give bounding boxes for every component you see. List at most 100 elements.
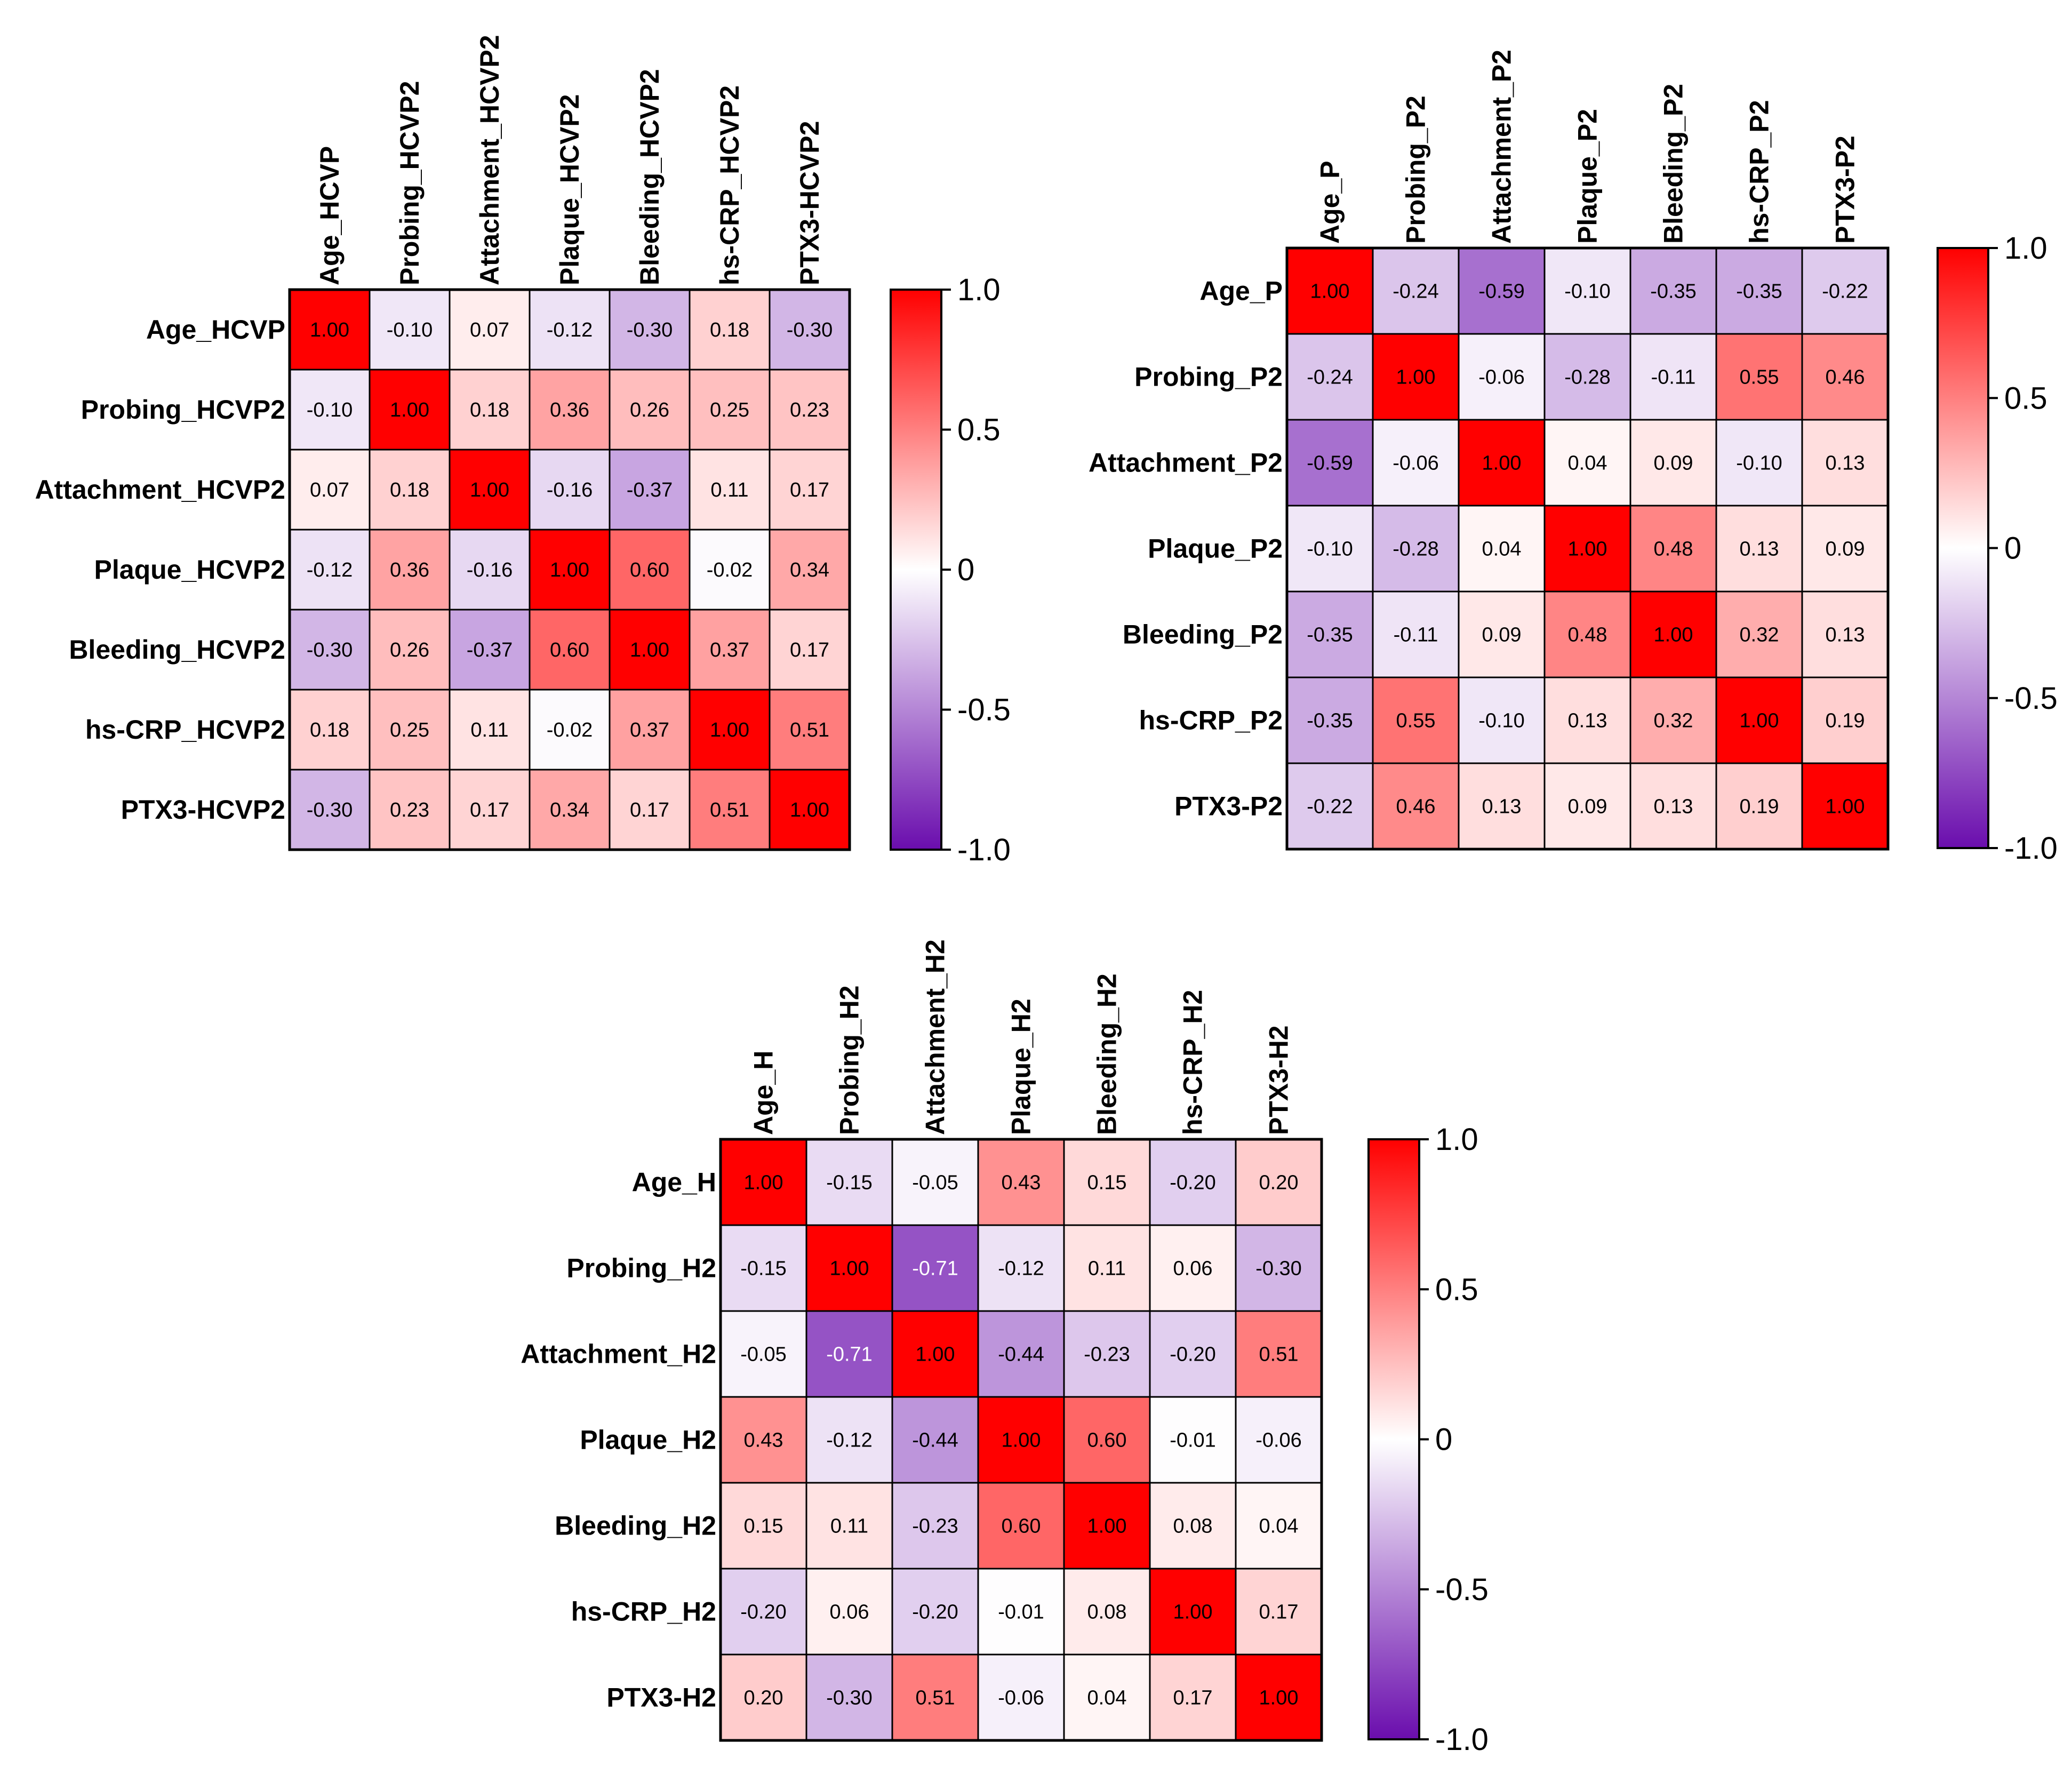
- heatmap-cell: [891, 1396, 979, 1484]
- cell-value-label: 0.36: [390, 559, 429, 581]
- colorbar-tick-label: 0.5: [957, 413, 1001, 448]
- row-label: hs-CRP_H2: [571, 1597, 716, 1627]
- heatmap-cell: [1149, 1396, 1237, 1484]
- cell-value-label: 0.19: [1826, 710, 1865, 732]
- cell-value-label: 0.20: [744, 1687, 783, 1709]
- cell-value-label: 0.23: [390, 799, 429, 821]
- cell-value-label: -0.59: [1307, 452, 1353, 475]
- heatmap-cell: [719, 1568, 807, 1656]
- colorbar-tick-label: 0.5: [2004, 381, 2047, 415]
- cell-value-label: -0.06: [1478, 366, 1525, 389]
- colorbar-gradient: [890, 289, 942, 851]
- heatmap-cell: [1543, 505, 1631, 593]
- cell-value-label: -0.01: [1170, 1429, 1216, 1452]
- column-label: Plaque_HCVP2: [555, 94, 585, 285]
- cell-value-label: 0.13: [1826, 452, 1865, 475]
- cell-value-label: 0.46: [1396, 796, 1436, 818]
- cell-value-label: -0.16: [547, 479, 593, 501]
- heatmap-cell: [1235, 1138, 1323, 1226]
- cell-value-label: 1.00: [1568, 538, 1607, 561]
- cell-value-label: 0.19: [1740, 796, 1779, 818]
- cell-value-label: 0.17: [1259, 1601, 1299, 1624]
- cell-value-label: 0.09: [1654, 452, 1693, 475]
- column-label: Age_P: [1315, 161, 1345, 244]
- cell-value-label: 0.36: [550, 399, 589, 421]
- cell-value-label: -0.20: [1170, 1344, 1216, 1366]
- heatmap-cell: [609, 369, 691, 451]
- cell-value-label: 0.18: [710, 319, 749, 341]
- heatmap-cell: [1629, 247, 1717, 335]
- cell-value-label: -0.10: [1478, 710, 1525, 732]
- row-label: Plaque_HCVP2: [94, 555, 285, 585]
- row-label: PTX3-HCVP2: [121, 795, 285, 825]
- cell-value-label: 1.00: [310, 319, 349, 341]
- heatmap-border: [719, 1138, 1323, 1742]
- heatmap-cell: [1801, 247, 1889, 335]
- cell-value-label: 0.07: [470, 319, 509, 341]
- heatmap-cell: [1801, 676, 1889, 764]
- row-label: Probing_HCVP2: [81, 395, 285, 425]
- cell-value-label: 0.09: [1826, 538, 1865, 561]
- cell-value-label: 0.32: [1654, 710, 1693, 732]
- heatmap-cell: [805, 1224, 893, 1312]
- heatmap-cell: [689, 289, 771, 371]
- cell-value-label: -0.12: [998, 1258, 1044, 1280]
- cell-value-label: 0.07: [310, 479, 349, 501]
- heatmap-cell: [369, 689, 451, 771]
- cell-value-label: 1.00: [1396, 366, 1436, 389]
- heatmap-cell: [1543, 419, 1631, 507]
- cell-value-label: 0.43: [744, 1429, 783, 1452]
- heatmap-cell: [1372, 676, 1460, 764]
- heatmap-cell: [719, 1310, 807, 1398]
- heatmap-panel-3: 1.00 -0.15 -0.05 0.43 0.15 -0.20 0.20-0.15 1.00…: [521, 939, 1489, 1757]
- cell-value-label: 0.34: [790, 559, 829, 581]
- cell-value-label: 0.06: [830, 1601, 869, 1624]
- column-label: hs-CRP_H2: [1178, 990, 1208, 1135]
- cell-value-label: -0.35: [1307, 624, 1353, 646]
- cell-value-label: 0.09: [1482, 624, 1522, 646]
- row-label: hs-CRP_P2: [1139, 706, 1283, 736]
- heatmap-cell: [369, 449, 451, 531]
- cell-value-label: 0.25: [390, 719, 429, 741]
- cell-value-label: 1.00: [1740, 710, 1779, 732]
- cell-value-label: 0.04: [1482, 538, 1522, 561]
- row-label: Age_HCVP: [146, 315, 285, 345]
- column-label: Bleeding_P2: [1659, 84, 1689, 244]
- cell-value-label: 0.26: [390, 639, 429, 661]
- cell-value-label: -0.35: [1307, 710, 1353, 732]
- cell-value-label: -0.12: [307, 559, 353, 581]
- cell-value-label: 0.32: [1740, 624, 1779, 646]
- cell-value-label: 0.18: [470, 399, 509, 421]
- heatmap-cell: [719, 1138, 807, 1226]
- cell-value-label: 1.00: [470, 479, 509, 501]
- column-label: Plaque_P2: [1573, 109, 1603, 244]
- colorbar-tick-label: -1.0: [2004, 831, 2058, 866]
- cell-value-label: -0.44: [998, 1344, 1044, 1366]
- cell-value-label: -0.10: [307, 399, 353, 421]
- cell-value-label: 0.13: [1826, 624, 1865, 646]
- heatmap-cell: [977, 1310, 1065, 1398]
- column-label: Bleeding_HCVP2: [635, 69, 665, 285]
- column-label: Attachment_P2: [1487, 50, 1517, 244]
- column-label: Attachment_HCVP2: [475, 35, 505, 285]
- cell-value-label: -0.01: [998, 1601, 1044, 1624]
- cell-value-label: -0.10: [387, 319, 433, 341]
- heatmap-cell: [1801, 333, 1889, 421]
- heatmap-cell: [719, 1653, 807, 1741]
- cell-value-label: -0.44: [912, 1429, 958, 1452]
- cell-value-label: -0.22: [1307, 796, 1353, 818]
- row-label: Attachment_P2: [1089, 448, 1283, 478]
- cell-value-label: 0.37: [710, 639, 749, 661]
- heatmap-cell: [689, 449, 771, 531]
- cell-value-label: -0.71: [912, 1258, 958, 1280]
- cell-value-label: -0.23: [912, 1515, 958, 1538]
- row-label: Bleeding_HCVP2: [69, 635, 285, 665]
- heatmap-cell: [891, 1138, 979, 1226]
- heatmap-cell: [891, 1310, 979, 1398]
- cell-value-label: -0.37: [467, 639, 513, 661]
- column-label: PTX3-H2: [1264, 1025, 1294, 1135]
- heatmap-panels: 1.00 -0.10 0.07 -0.12 -0.30 0.18 -0.30-0.10 1.0…: [35, 35, 2058, 1757]
- cell-value-label: -0.05: [912, 1172, 958, 1194]
- heatmap-cell: [1543, 247, 1631, 335]
- cell-value-label: 0.09: [1568, 796, 1607, 818]
